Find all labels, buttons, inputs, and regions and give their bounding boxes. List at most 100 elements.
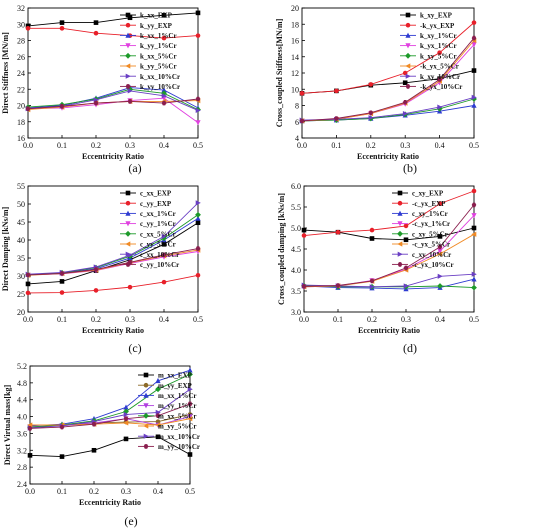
data-point [25, 281, 31, 287]
legend: c_xx_EXP c_yy_EXP c_xx_1%Cr c_yy_1%Cr c_xx_5… [120, 190, 179, 269]
legend-marker [405, 12, 411, 18]
y-tick-label: 5.0 [291, 224, 301, 233]
y-tick-label: 2.8 [17, 463, 27, 472]
x-tick-label: 0.0 [299, 315, 309, 324]
data-point [91, 447, 97, 453]
series-line [28, 27, 199, 39]
legend-marker [125, 84, 131, 89]
series-line [301, 98, 475, 122]
x-tick-label: 0.1 [331, 141, 341, 150]
legend-marker [125, 73, 131, 79]
data-point [25, 26, 31, 31]
x-tick-label: 0.3 [400, 141, 410, 150]
x-tick-label: 0.0 [23, 315, 33, 324]
legend: c_xy_EXP -c_yx_EXP c_xy_1%Cr -c_yx_1%Cr c_xy… [392, 190, 454, 269]
series-line [303, 190, 475, 237]
data-point [471, 188, 477, 194]
legend-entry: -c_yx_1%Cr [412, 220, 450, 228]
legend-entry: c_xy_10%Cr [412, 251, 451, 259]
legend-entry: k_yy_1%Cr [140, 42, 177, 50]
data-point [334, 116, 339, 121]
x-tick-label: 0.4 [435, 315, 445, 324]
y-tick-label: 4.5 [291, 245, 301, 254]
data-point [437, 201, 443, 206]
series-line [30, 418, 191, 426]
data-point [187, 367, 193, 373]
data-point [123, 411, 129, 418]
data-point [91, 421, 97, 427]
data-point [471, 276, 477, 282]
series-line [27, 88, 199, 111]
data-point [187, 452, 193, 457]
data-point [471, 35, 477, 41]
data-point [436, 105, 443, 112]
x-tick-label: 0.1 [57, 315, 67, 324]
data-point [437, 273, 443, 279]
data-point [187, 414, 193, 420]
data-point [187, 371, 193, 378]
legend-entry: c_yy_5%Cr [140, 241, 176, 249]
legend-marker [143, 392, 149, 398]
series-2 [299, 20, 477, 96]
legend-entry: k_xy_1%Cr [420, 32, 457, 40]
x-axis-label: Eccentricity Ratio [79, 498, 141, 507]
data-point [301, 284, 307, 289]
x-tick-label: 0.4 [435, 141, 445, 150]
series-1 [27, 434, 193, 459]
y-tick-label: 20 [291, 4, 299, 13]
legend-marker [125, 190, 131, 196]
series-line [27, 98, 199, 110]
y-tick-label: 18 [17, 118, 25, 127]
data-point [123, 408, 129, 415]
data-point [471, 102, 477, 108]
series-line [29, 388, 191, 429]
x-tick-label: 0.2 [91, 315, 101, 324]
data-point [471, 213, 477, 219]
data-point [127, 15, 133, 21]
series-line [27, 274, 199, 294]
data-point [93, 100, 99, 106]
y-tick-label: 20 [17, 102, 25, 111]
y-tick-label: 30 [17, 272, 25, 281]
y-axis-label: Cross_coupled Stiffness[MN/m] [275, 18, 284, 127]
data-point [59, 26, 65, 31]
legend-marker [397, 251, 403, 257]
data-point [195, 10, 201, 16]
x-axis-label: Eccentricity Ratio [358, 326, 420, 335]
series-line [303, 204, 475, 287]
legend-marker [125, 262, 131, 267]
x-tick-label: 0.1 [57, 141, 67, 150]
legend: m_xx_EXP m_yy_EXP m_xx_1%Cr m_yy_1%Cr m_xx_5… [138, 372, 200, 451]
legend-marker [397, 262, 403, 267]
data-point [59, 290, 65, 295]
legend-entry: c_yy_1%Cr [140, 220, 176, 228]
data-point [161, 100, 167, 106]
y-tick-label: 35 [17, 254, 25, 263]
legend-entry: c_xy_5%Cr [412, 230, 448, 238]
data-point [195, 200, 201, 206]
chart-panel-2: 4 6 8 10 12 14 16 18 20 0.0 0.1 0.2 0.3 0.4 0.5 Eccentr… [275, 4, 479, 175]
panel-label: (e) [124, 514, 137, 528]
y-tick-label: 45 [17, 218, 25, 227]
data-point [123, 420, 129, 426]
series-line [303, 227, 475, 241]
series-line [27, 222, 199, 285]
data-point [402, 100, 408, 105]
data-point [59, 104, 65, 109]
x-tick-label: 0.4 [159, 315, 169, 324]
data-point [195, 33, 201, 38]
data-point [301, 233, 307, 238]
legend-entry: m_yy_5%Cr [158, 423, 197, 431]
legend-entry: c_xx_1%Cr [140, 210, 176, 218]
series-8 [25, 246, 201, 278]
legend: k_xy_EXP -k_yx_EXP k_xy_1%Cr k_yx_1%Cr k_xy_… [400, 12, 462, 91]
data-point [59, 271, 65, 276]
series-line [27, 12, 199, 27]
x-tick-label: 0.5 [193, 141, 203, 150]
data-point [369, 236, 375, 241]
x-tick-label: 0.2 [366, 141, 376, 150]
chart-panel-1: 16 18 20 22 24 26 28 30 32 0.0 0.1 0.2 0.3 0.4 0.5 Ecce… [1, 4, 203, 175]
y-tick-label: 22 [17, 85, 25, 94]
x-tick-label: 0.4 [159, 141, 169, 150]
x-tick-label: 0.3 [121, 487, 131, 496]
